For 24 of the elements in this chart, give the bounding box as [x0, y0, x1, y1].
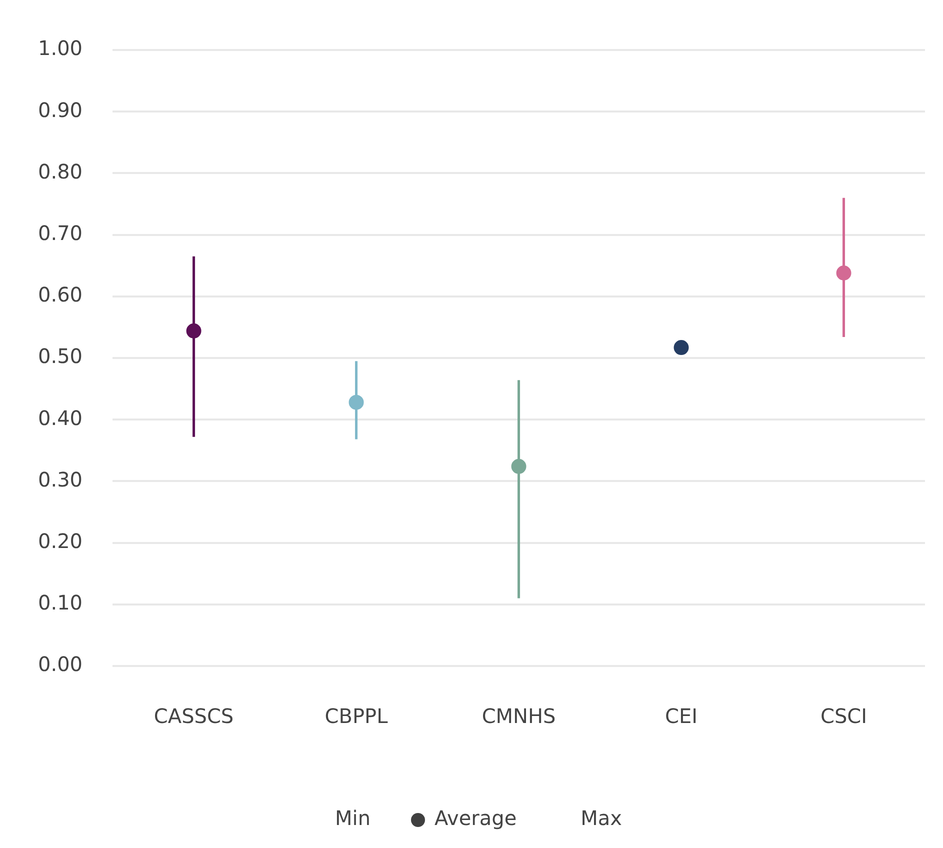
text: Max	[580, 806, 622, 830]
y-tick-label: 0.20	[38, 529, 83, 554]
x-tick-label: CEI	[665, 704, 698, 728]
x-tick-label: CSCI	[820, 704, 868, 728]
x-tick-label: CMNHS	[482, 704, 556, 728]
y-tick-label: 0.80	[38, 159, 83, 184]
y-tick-label: 0.60	[38, 282, 83, 307]
point	[836, 265, 852, 280]
y-tick-label: 1.00	[38, 36, 83, 60]
y-tick-label: 0.90	[38, 98, 83, 122]
text: Average	[434, 806, 517, 830]
text: Min	[335, 806, 371, 830]
y-tick-label: 0.40	[38, 406, 83, 430]
point	[511, 458, 526, 474]
y-tick-label: 0.70	[38, 221, 83, 246]
x-tick-label: CBPPL	[324, 704, 389, 728]
y-tick-label: 0.30	[38, 467, 83, 492]
y-tick-label: 0.10	[38, 590, 83, 615]
y-tick-label: 0.00	[38, 652, 83, 676]
y-tick-label: 0.50	[38, 344, 83, 368]
point	[348, 394, 364, 410]
x-tick-label: CASSCS	[154, 704, 234, 728]
point	[674, 340, 689, 356]
point	[186, 323, 202, 338]
